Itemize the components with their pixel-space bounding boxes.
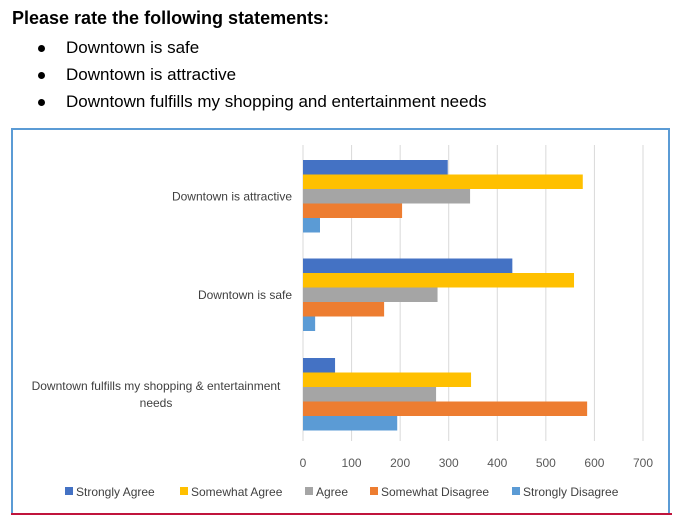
legend-label: Somewhat Agree: [191, 485, 283, 499]
bar: [303, 160, 448, 175]
legend-label: Agree: [316, 485, 348, 499]
category-label: needs: [140, 396, 173, 410]
chart-bottom-border: [11, 513, 672, 515]
bar: [303, 387, 437, 402]
bar: [303, 174, 583, 189]
statement-text: Downtown is attractive: [66, 65, 237, 84]
bar: [303, 287, 438, 302]
bullet-icon: [38, 99, 45, 106]
statement-item: Downtown fulfills my shopping and entert…: [36, 90, 487, 117]
bar: [303, 401, 588, 416]
bullet-icon: [38, 72, 45, 79]
bar: [303, 203, 403, 218]
bar: [303, 416, 398, 431]
bar: [303, 302, 385, 317]
category-label: Downtown fulfills my shopping & entertai…: [32, 379, 281, 393]
legend-swatch: [305, 487, 313, 495]
bar: [303, 372, 472, 387]
legend-label: Somewhat Disagree: [381, 485, 489, 499]
statement-text: Downtown fulfills my shopping and entert…: [66, 92, 487, 111]
x-tick-label: 400: [487, 456, 507, 470]
statement-item: Downtown is attractive: [36, 63, 487, 90]
x-tick-label: 0: [300, 456, 307, 470]
legend-swatch: [65, 487, 73, 495]
bullet-icon: [38, 45, 45, 52]
category-label: Downtown is attractive: [172, 189, 292, 203]
category-label: Downtown is safe: [198, 288, 292, 302]
bar: [303, 189, 471, 204]
bar: [303, 316, 316, 331]
statement-text: Downtown is safe: [66, 38, 200, 57]
page-heading: Please rate the following statements:: [12, 8, 330, 28]
x-tick-label: 300: [439, 456, 459, 470]
chart-frame: [11, 128, 670, 513]
legend-swatch: [370, 487, 378, 495]
legend-swatch: [512, 487, 520, 495]
legend-swatch: [180, 487, 188, 495]
x-tick-label: 200: [390, 456, 410, 470]
x-tick-label: 100: [342, 456, 362, 470]
bar: [303, 258, 513, 273]
x-tick-label: 700: [633, 456, 653, 470]
x-tick-label: 600: [584, 456, 604, 470]
statement-item: Downtown is safe: [36, 36, 487, 63]
bar: [303, 218, 320, 233]
bar: [303, 273, 575, 288]
x-tick-label: 500: [536, 456, 556, 470]
bar: [303, 358, 336, 373]
legend-label: Strongly Agree: [76, 485, 155, 499]
statement-list: Downtown is safe Downtown is attractive …: [36, 36, 487, 117]
legend-label: Strongly Disagree: [523, 485, 619, 499]
